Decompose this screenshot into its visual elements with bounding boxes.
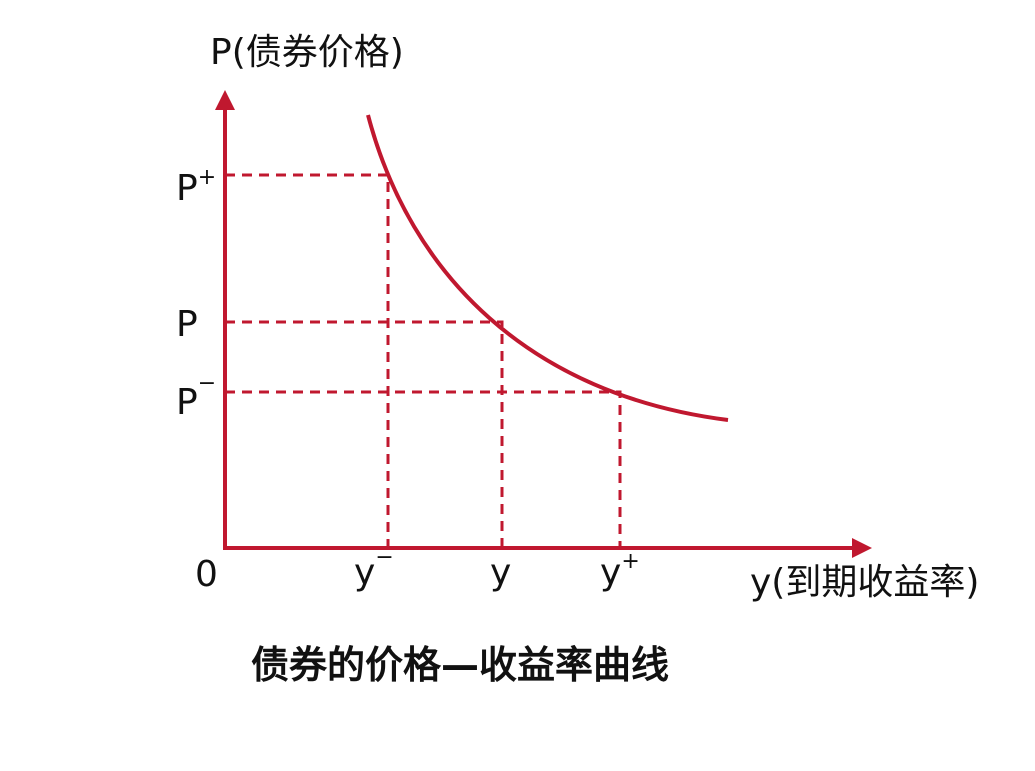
label-part: P xyxy=(176,382,198,423)
guide-dash xyxy=(225,173,390,548)
label-part: y xyxy=(490,552,511,593)
x-arrow xyxy=(852,538,872,558)
label-part: + xyxy=(621,549,639,574)
x-label: y+ xyxy=(600,549,640,593)
y-label: P− xyxy=(176,371,216,423)
y-arrow xyxy=(215,90,235,110)
label-part: P xyxy=(176,168,198,209)
x-label: y xyxy=(490,552,511,593)
label-part: + xyxy=(198,165,216,190)
guide-dash xyxy=(225,390,622,548)
label-part: − xyxy=(375,545,393,570)
label-part: y xyxy=(354,552,375,593)
y-label: P+ xyxy=(176,165,216,209)
caption: 债券的价格—收益率曲线 xyxy=(251,643,669,687)
label-part: − xyxy=(198,371,216,396)
origin-label: 0 xyxy=(195,554,218,595)
guide-dash xyxy=(225,320,504,548)
price-yield-curve xyxy=(366,114,729,422)
label-part: P xyxy=(176,304,198,345)
x-label: y− xyxy=(354,545,394,593)
y-label: P xyxy=(176,304,198,345)
x-axis-label: y(到期收益率) xyxy=(750,562,979,603)
y-axis-label: P(债券价格) xyxy=(210,32,404,73)
label-part: y xyxy=(600,552,621,593)
